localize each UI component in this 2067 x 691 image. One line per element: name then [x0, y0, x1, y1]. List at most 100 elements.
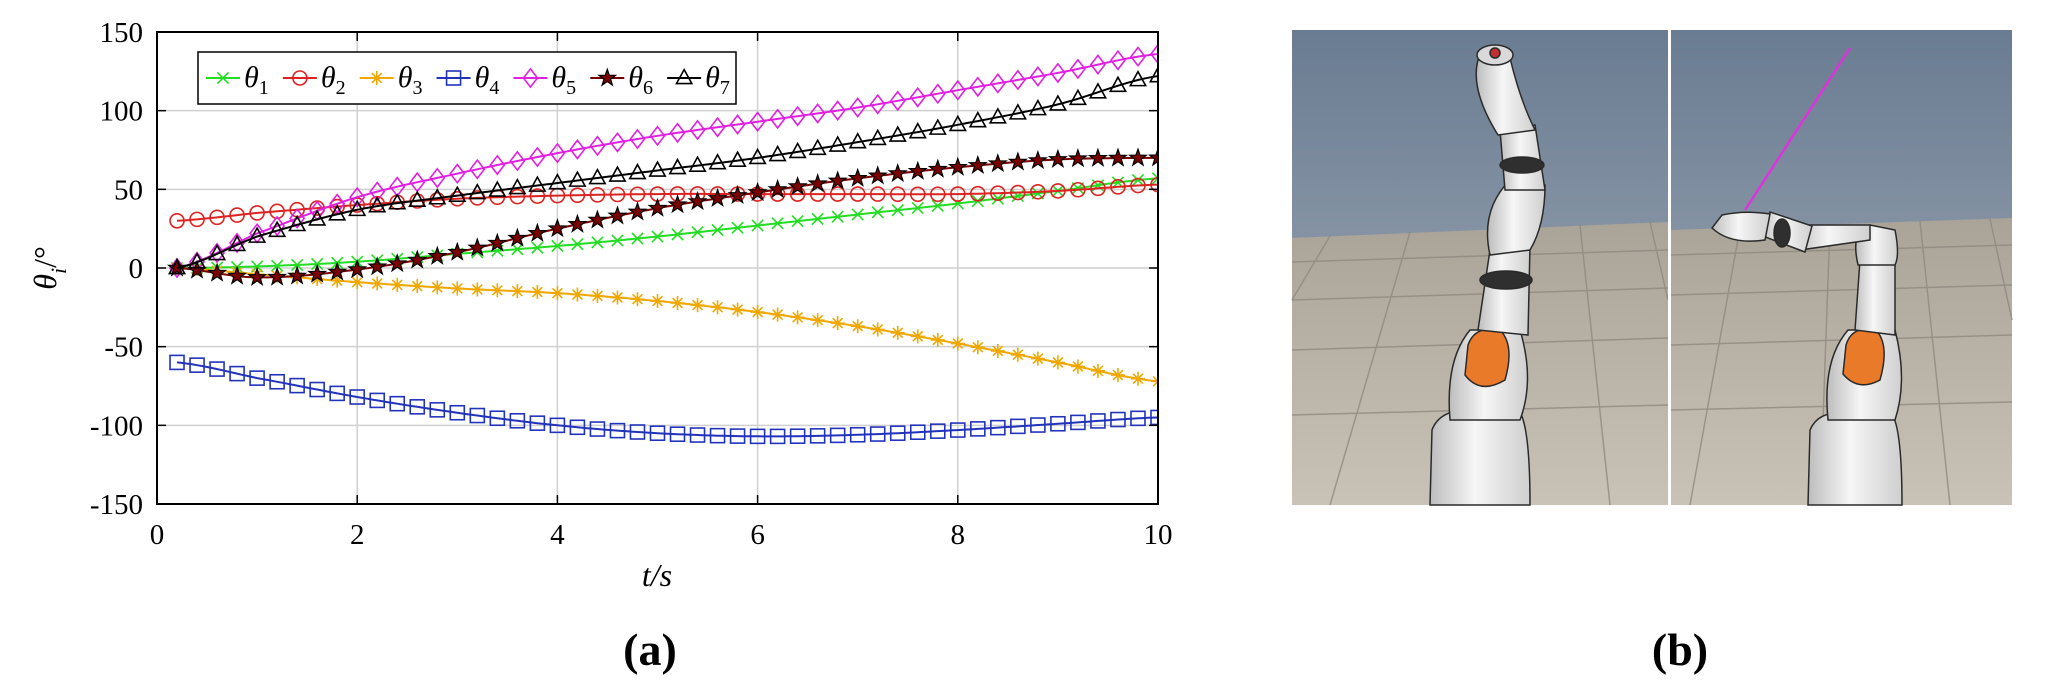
data-point	[1151, 172, 1158, 185]
data-point	[627, 201, 648, 221]
x-tick-label: 10	[1144, 519, 1173, 551]
data-point	[891, 204, 904, 217]
data-point	[288, 214, 307, 232]
data-point	[248, 226, 267, 243]
legend-swatch-marker	[675, 67, 694, 85]
data-point	[1090, 180, 1106, 197]
data-point	[607, 205, 628, 225]
data-point	[509, 188, 526, 205]
data-point	[567, 213, 588, 233]
y-axis-sub: i	[46, 268, 71, 274]
data-point	[829, 427, 846, 444]
data-point	[569, 187, 586, 203]
data-point	[847, 167, 868, 187]
data-point	[267, 266, 288, 286]
data-point	[749, 428, 766, 445]
legend-label: θ6	[628, 61, 653, 99]
legend-swatch-marker	[216, 71, 230, 85]
data-point	[490, 283, 505, 298]
data-point	[990, 185, 1006, 201]
data-point	[229, 207, 245, 223]
y-tick-label: 0	[129, 253, 144, 285]
data-point	[931, 199, 944, 212]
data-point	[289, 377, 305, 394]
data-point	[769, 428, 786, 445]
data-point	[791, 214, 804, 228]
data-point	[449, 163, 466, 185]
legend-label: θ7	[705, 61, 730, 99]
data-point	[807, 173, 828, 193]
data-point	[487, 232, 508, 252]
series-line-4	[176, 361, 1158, 438]
x-tick-label: 6	[750, 519, 765, 551]
data-point	[1050, 355, 1065, 370]
data-point	[687, 190, 708, 211]
data-point	[427, 245, 448, 265]
data-point	[908, 121, 927, 139]
data-point	[1089, 54, 1106, 75]
data-point	[928, 118, 947, 135]
data-point	[888, 125, 907, 142]
data-point	[508, 177, 527, 195]
legend-label-symbol: θ	[398, 61, 413, 94]
data-point	[830, 316, 845, 331]
data-point	[467, 237, 488, 257]
data-point	[269, 373, 285, 390]
data-point	[609, 131, 626, 153]
data-point	[769, 108, 786, 130]
data-point	[530, 285, 545, 300]
data-point	[1030, 351, 1045, 366]
data-point	[1010, 347, 1025, 362]
data-point	[551, 239, 564, 253]
data-point	[549, 417, 566, 434]
data-point	[1050, 183, 1066, 199]
trajectory-line	[1743, 47, 1852, 211]
y-axis-unit: /°	[27, 246, 63, 268]
data-point	[950, 336, 965, 351]
data-point	[790, 310, 805, 325]
data-point	[649, 125, 666, 147]
legend-swatch-marker	[369, 71, 384, 85]
legend-label-sub: 2	[336, 77, 346, 99]
data-point	[370, 276, 385, 291]
data-point	[369, 392, 386, 409]
data-point	[209, 209, 225, 226]
data-point	[968, 111, 987, 128]
data-point	[711, 223, 724, 237]
data-point	[587, 209, 608, 229]
data-point	[871, 206, 884, 219]
y-tick-label: 100	[100, 96, 144, 128]
data-point	[408, 190, 427, 207]
data-point	[488, 180, 507, 197]
data-point	[1070, 181, 1086, 198]
data-point	[410, 279, 425, 294]
data-point	[249, 370, 265, 386]
data-point	[771, 217, 784, 230]
data-point	[890, 325, 905, 340]
y-tick-label: 50	[114, 174, 143, 206]
data-point	[970, 340, 985, 355]
data-point	[789, 105, 806, 127]
legend-entry-7: θ7	[667, 61, 730, 99]
series-3	[170, 261, 1158, 389]
data-point	[429, 167, 446, 189]
data-point	[470, 282, 485, 297]
data-point	[1148, 65, 1158, 83]
data-point	[290, 258, 304, 272]
data-point	[750, 305, 765, 320]
data-point	[507, 227, 528, 247]
data-point	[788, 141, 807, 159]
data-point	[589, 135, 606, 157]
data-point	[429, 402, 446, 418]
data-point	[747, 181, 768, 202]
data-point	[1070, 414, 1086, 431]
legend-label-symbol: θ	[551, 61, 566, 94]
data-point	[1047, 148, 1068, 168]
panel-label-b: (b)	[1652, 624, 1708, 675]
data-point	[1128, 69, 1148, 87]
data-point	[667, 194, 688, 214]
data-point	[868, 128, 887, 146]
data-point	[909, 86, 926, 108]
y-tick-label: -150	[90, 489, 143, 521]
data-point	[767, 178, 788, 199]
